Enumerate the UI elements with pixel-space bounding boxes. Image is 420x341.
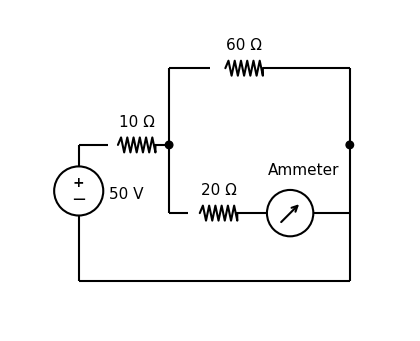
Text: Ammeter: Ammeter: [268, 163, 339, 178]
Text: +: +: [73, 176, 84, 190]
Text: 20 Ω: 20 Ω: [201, 183, 236, 198]
Text: 60 Ω: 60 Ω: [226, 38, 262, 53]
Circle shape: [165, 141, 173, 149]
Text: 50 V: 50 V: [109, 187, 144, 202]
Text: 10 Ω: 10 Ω: [119, 115, 155, 130]
Circle shape: [346, 141, 354, 149]
Text: −: −: [71, 191, 86, 209]
